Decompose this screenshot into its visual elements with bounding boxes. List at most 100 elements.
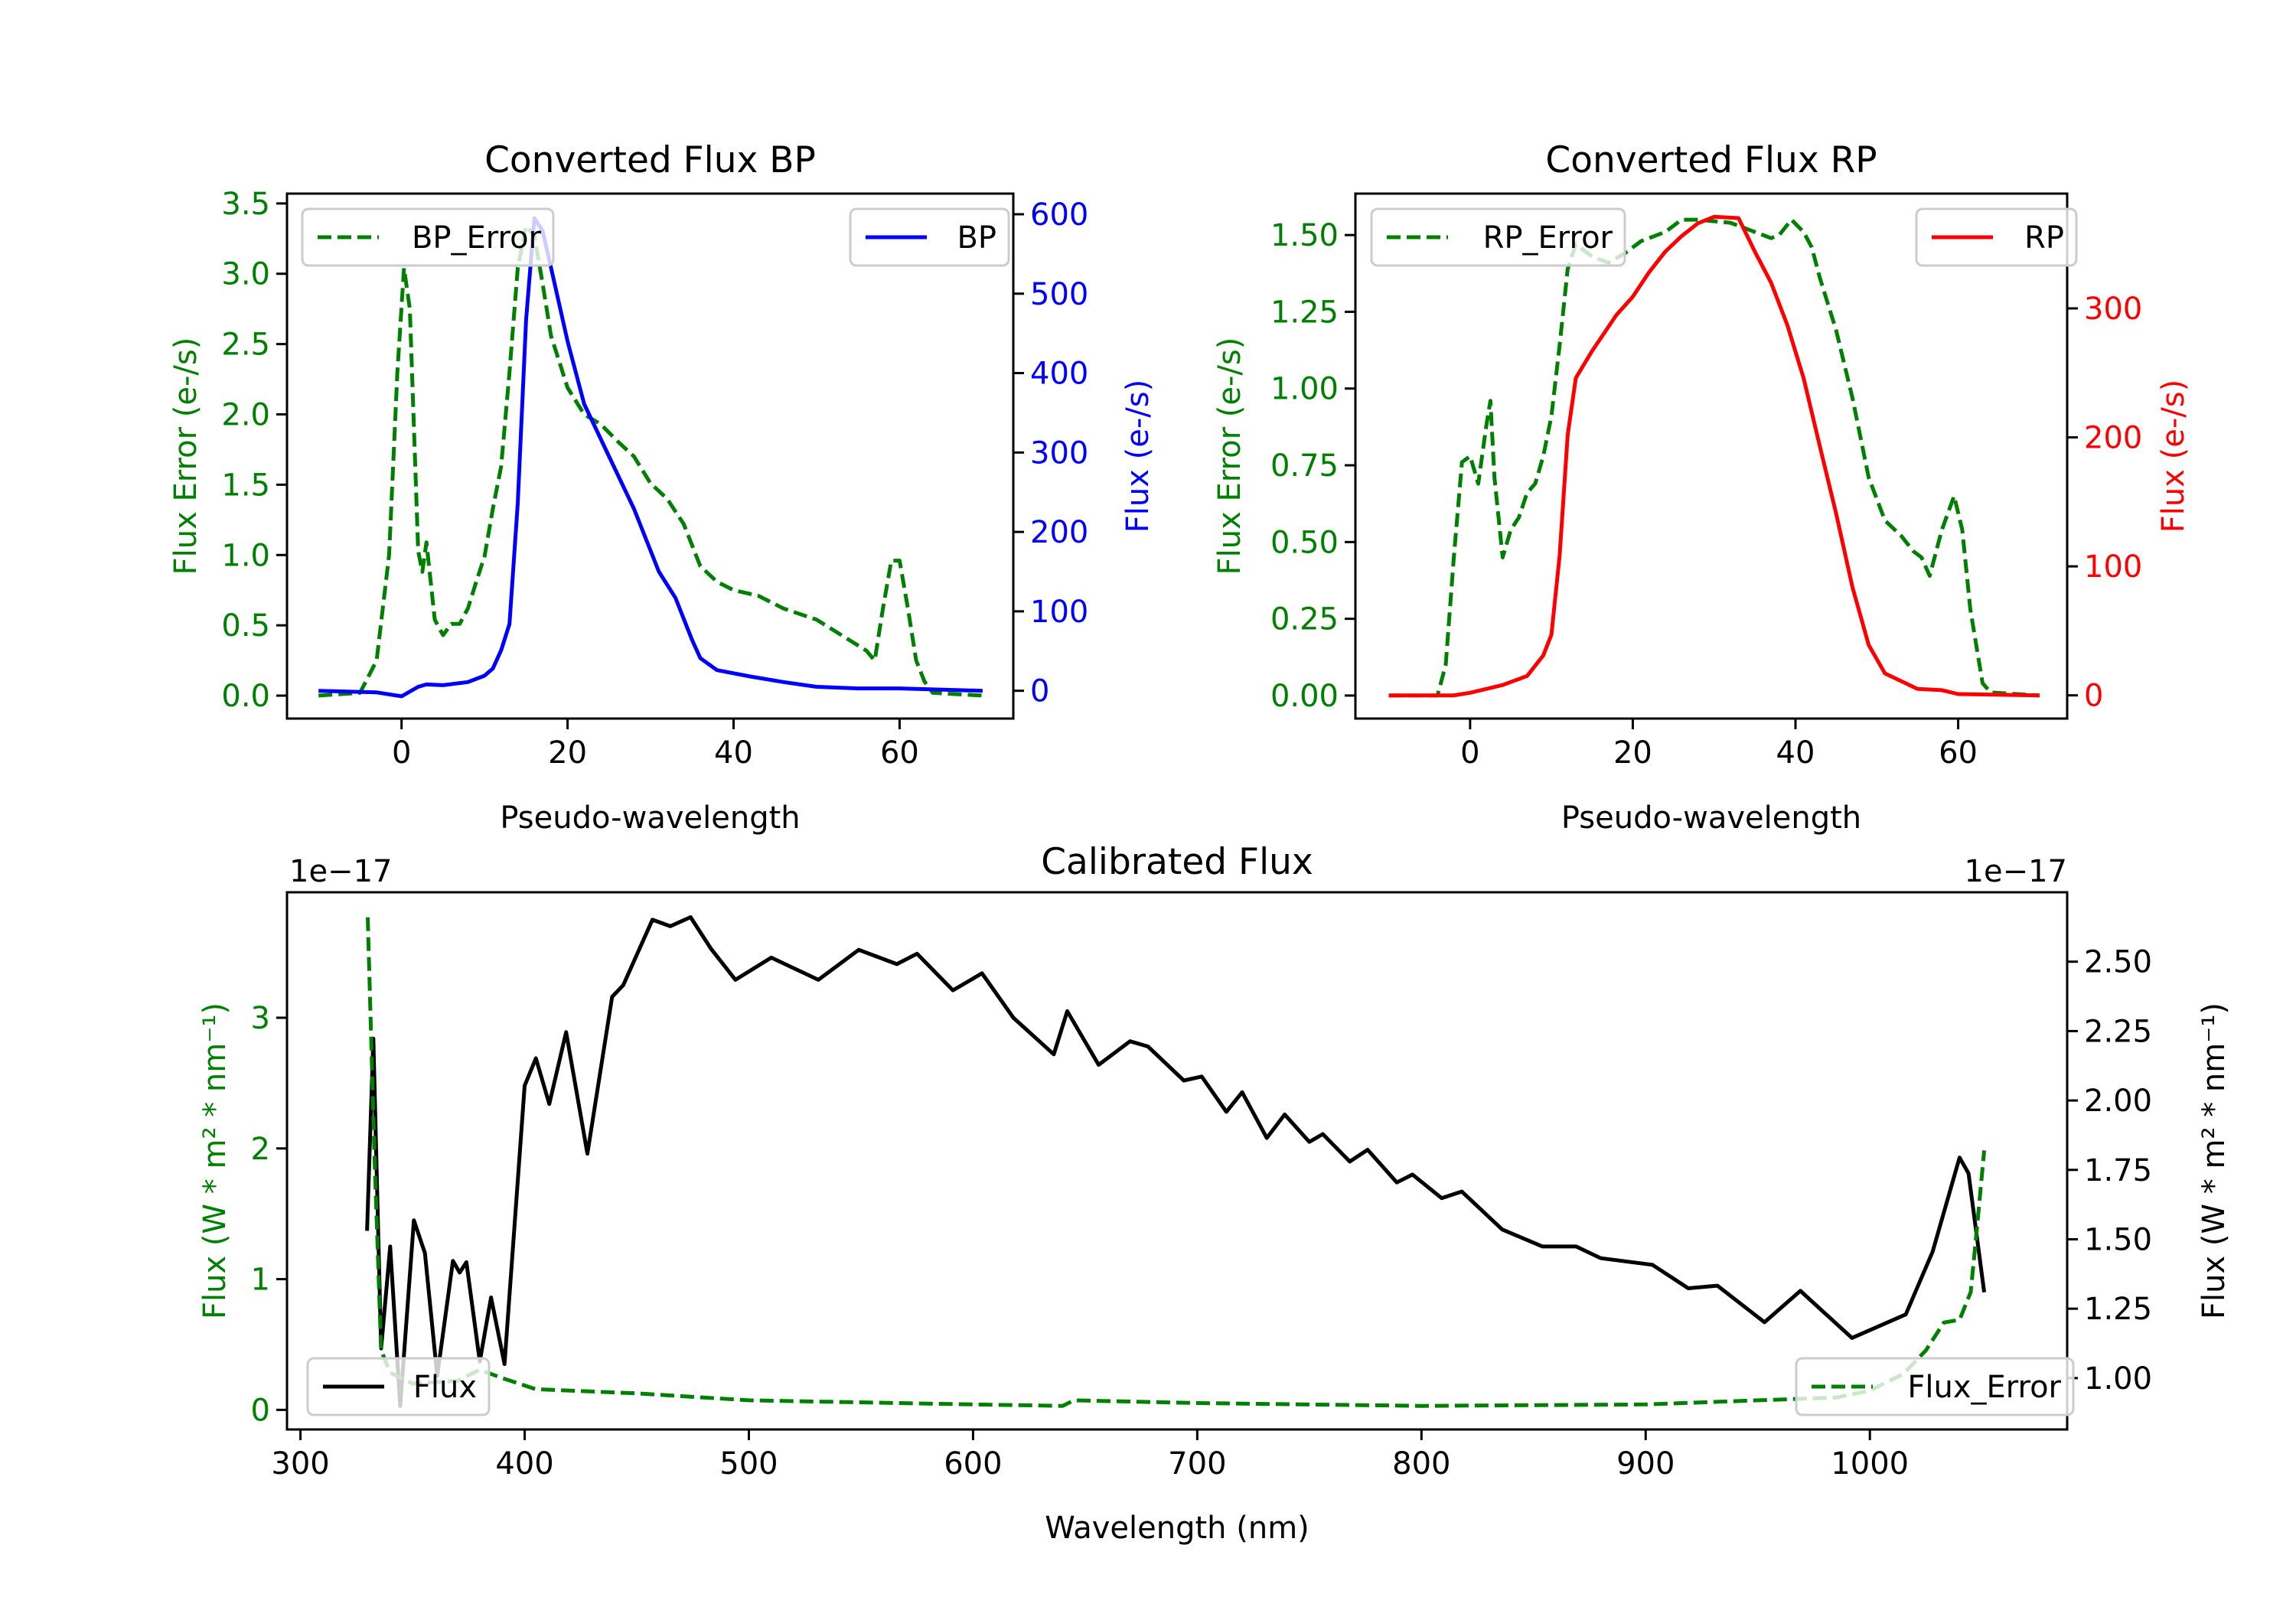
panel-rp-plot-area: 0 20 40 60 0.00 0.25 0.50 0.75 1.00 1.25 1.50 0 100 2… xyxy=(1270,192,2142,771)
panel-bp-ylabel-left: Flux Error (e-/s) xyxy=(168,337,204,575)
x-tick-label: 40 xyxy=(714,735,753,771)
y-tick-label-left: 3.0 xyxy=(221,257,270,292)
y-tick-label-right: 0 xyxy=(1030,674,1049,709)
legend-flux: Flux xyxy=(306,1357,491,1416)
y-tick-label-left: 0.0 xyxy=(221,679,270,714)
legend-label: BP xyxy=(957,220,996,256)
legend-label: Flux xyxy=(413,1370,477,1405)
y-tick-label-left: 1.50 xyxy=(1270,218,1339,253)
y-tick-label-left: 2.0 xyxy=(221,398,270,433)
legend-box xyxy=(1795,1357,2075,1416)
panel-calibrated-offset-right: 1e−17 xyxy=(1965,854,2067,889)
series-line-flux-error xyxy=(366,917,1987,1408)
panel-calibrated-plot-area: 300 400 500 600 700 800 900 1000 0 1 2 3 1.00 1.25 1.5… xyxy=(251,891,2152,1482)
y-tick-label-right: 600 xyxy=(1030,197,1088,233)
y-tick-label-left: 0.5 xyxy=(221,608,270,644)
y-tick-label-right: 2.00 xyxy=(2084,1084,2152,1119)
panel-rp-ylabel-right: Flux (e-/s) xyxy=(2156,380,2191,533)
legend-label: RP xyxy=(2024,220,2064,256)
y-tick-label-right: 0 xyxy=(2084,679,2103,714)
rp-series-group xyxy=(1388,214,2040,698)
x-tick-label: 60 xyxy=(1939,735,1978,771)
x-tick-label: 0 xyxy=(1460,735,1479,771)
y-tick-label-left: 0.75 xyxy=(1270,448,1339,484)
series-line-bp-error xyxy=(318,223,983,698)
y-tick-label-right: 1.25 xyxy=(2084,1292,2152,1327)
panel-calibrated: Calibrated Flux Wavelength (nm) Flux (W … xyxy=(197,841,2232,1546)
y-tick-label-left: 1.5 xyxy=(221,468,270,503)
x-tick-label: 1000 xyxy=(1831,1446,1909,1482)
y-tick-label-right: 100 xyxy=(1030,595,1088,630)
panel-rp-ylabel-left: Flux Error (e-/s) xyxy=(1212,337,1247,575)
y-tick-label-right: 400 xyxy=(1030,357,1088,392)
series-line-bp xyxy=(318,216,983,699)
y-tick-label-right: 1.00 xyxy=(2084,1361,2152,1397)
panel-bp-title: Converted Flux BP xyxy=(484,139,816,181)
y-tick-label-left: 3.5 xyxy=(221,187,270,222)
y-tick-label-left: 3 xyxy=(251,1001,270,1036)
y-tick-label-right: 300 xyxy=(1030,435,1088,471)
legend-bp-error: BP_Error xyxy=(301,207,555,267)
panel-calibrated-ylabel-right: Flux (W * m² * nm⁻¹) xyxy=(2197,1002,2232,1319)
legend-bp: BP xyxy=(849,207,1010,267)
series-line-flux xyxy=(365,915,1987,1408)
x-tick-label: 900 xyxy=(1616,1446,1675,1482)
y-tick-label-right: 2.50 xyxy=(2084,945,2152,980)
legend-box xyxy=(1370,207,1626,267)
panel-calibrated-offset-left: 1e−17 xyxy=(289,854,392,889)
y-tick-label-left: 0.50 xyxy=(1270,525,1339,560)
panel-calibrated-title: Calibrated Flux xyxy=(1041,841,1313,883)
panel-rp: Converted Flux RP Pseudo-wavelength Flux… xyxy=(1212,139,2191,836)
bp-series-group xyxy=(318,216,983,699)
legend-box xyxy=(849,207,1010,267)
x-tick-label: 20 xyxy=(1613,735,1652,771)
y-tick-label-left: 1.00 xyxy=(1270,372,1339,407)
panel-bp-plot-area: 0 20 40 60 0.0 0.5 1.0 1.5 2.0 2.5 3.0 3.5 0 100 200 30… xyxy=(221,187,1088,771)
panel-bp-xlabel: Pseudo-wavelength xyxy=(500,800,800,836)
y-tick-label-right: 2.25 xyxy=(2084,1014,2152,1049)
y-tick-label-right: 1.75 xyxy=(2084,1153,2152,1188)
panel-rp-xlabel: Pseudo-wavelength xyxy=(1561,800,1861,836)
x-tick-label: 0 xyxy=(392,735,411,771)
panel-rp-title: Converted Flux RP xyxy=(1545,139,1877,181)
x-tick-label: 700 xyxy=(1168,1446,1226,1482)
y-tick-label-right: 200 xyxy=(1030,515,1088,550)
y-tick-label-left: 1 xyxy=(251,1263,270,1298)
legend-rp-error: RP_Error xyxy=(1370,207,1626,267)
y-tick-label-left: 1.25 xyxy=(1270,295,1339,330)
y-tick-label-left: 2.5 xyxy=(221,328,270,363)
legend-box xyxy=(306,1357,491,1416)
calibrated-axes-frame xyxy=(285,891,2069,1431)
rp-axes-frame xyxy=(1354,192,2069,720)
legend-box xyxy=(1915,207,2078,267)
x-tick-label: 400 xyxy=(495,1446,553,1482)
x-tick-label: 60 xyxy=(880,735,919,771)
x-tick-label: 600 xyxy=(944,1446,1002,1482)
legend-label: BP_Error xyxy=(412,220,542,256)
legend-rp: RP xyxy=(1915,207,2078,267)
series-line-rp-error xyxy=(1388,217,2040,698)
legend-flux-error: Flux_Error xyxy=(1795,1357,2075,1416)
y-tick-label-right: 500 xyxy=(1030,277,1088,312)
panel-bp-ylabel-right: Flux (e-/s) xyxy=(1120,380,1156,533)
y-tick-label-left: 0.25 xyxy=(1270,602,1339,637)
legend-label: RP_Error xyxy=(1483,220,1613,256)
y-tick-label-left: 0 xyxy=(251,1393,270,1428)
y-tick-label-left: 1.0 xyxy=(221,538,270,573)
panel-calibrated-xlabel: Wavelength (nm) xyxy=(1045,1511,1309,1546)
x-tick-label: 800 xyxy=(1392,1446,1450,1482)
series-line-rp xyxy=(1388,214,2040,698)
bp-axes-frame xyxy=(285,192,1015,720)
x-tick-label: 500 xyxy=(719,1446,778,1482)
x-tick-label: 20 xyxy=(548,735,587,771)
y-tick-label-right: 200 xyxy=(2084,421,2142,456)
panel-bp: Converted Flux BP Pseudo-wavelength Flux… xyxy=(168,139,1156,836)
legend-box xyxy=(301,207,555,267)
legend-label: Flux_Error xyxy=(1907,1370,2061,1405)
y-tick-label-right: 300 xyxy=(2084,292,2142,327)
x-tick-label: 40 xyxy=(1776,735,1815,771)
y-tick-label-right: 100 xyxy=(2084,549,2142,585)
x-tick-label: 300 xyxy=(271,1446,329,1482)
y-tick-label-right: 1.50 xyxy=(2084,1222,2152,1257)
